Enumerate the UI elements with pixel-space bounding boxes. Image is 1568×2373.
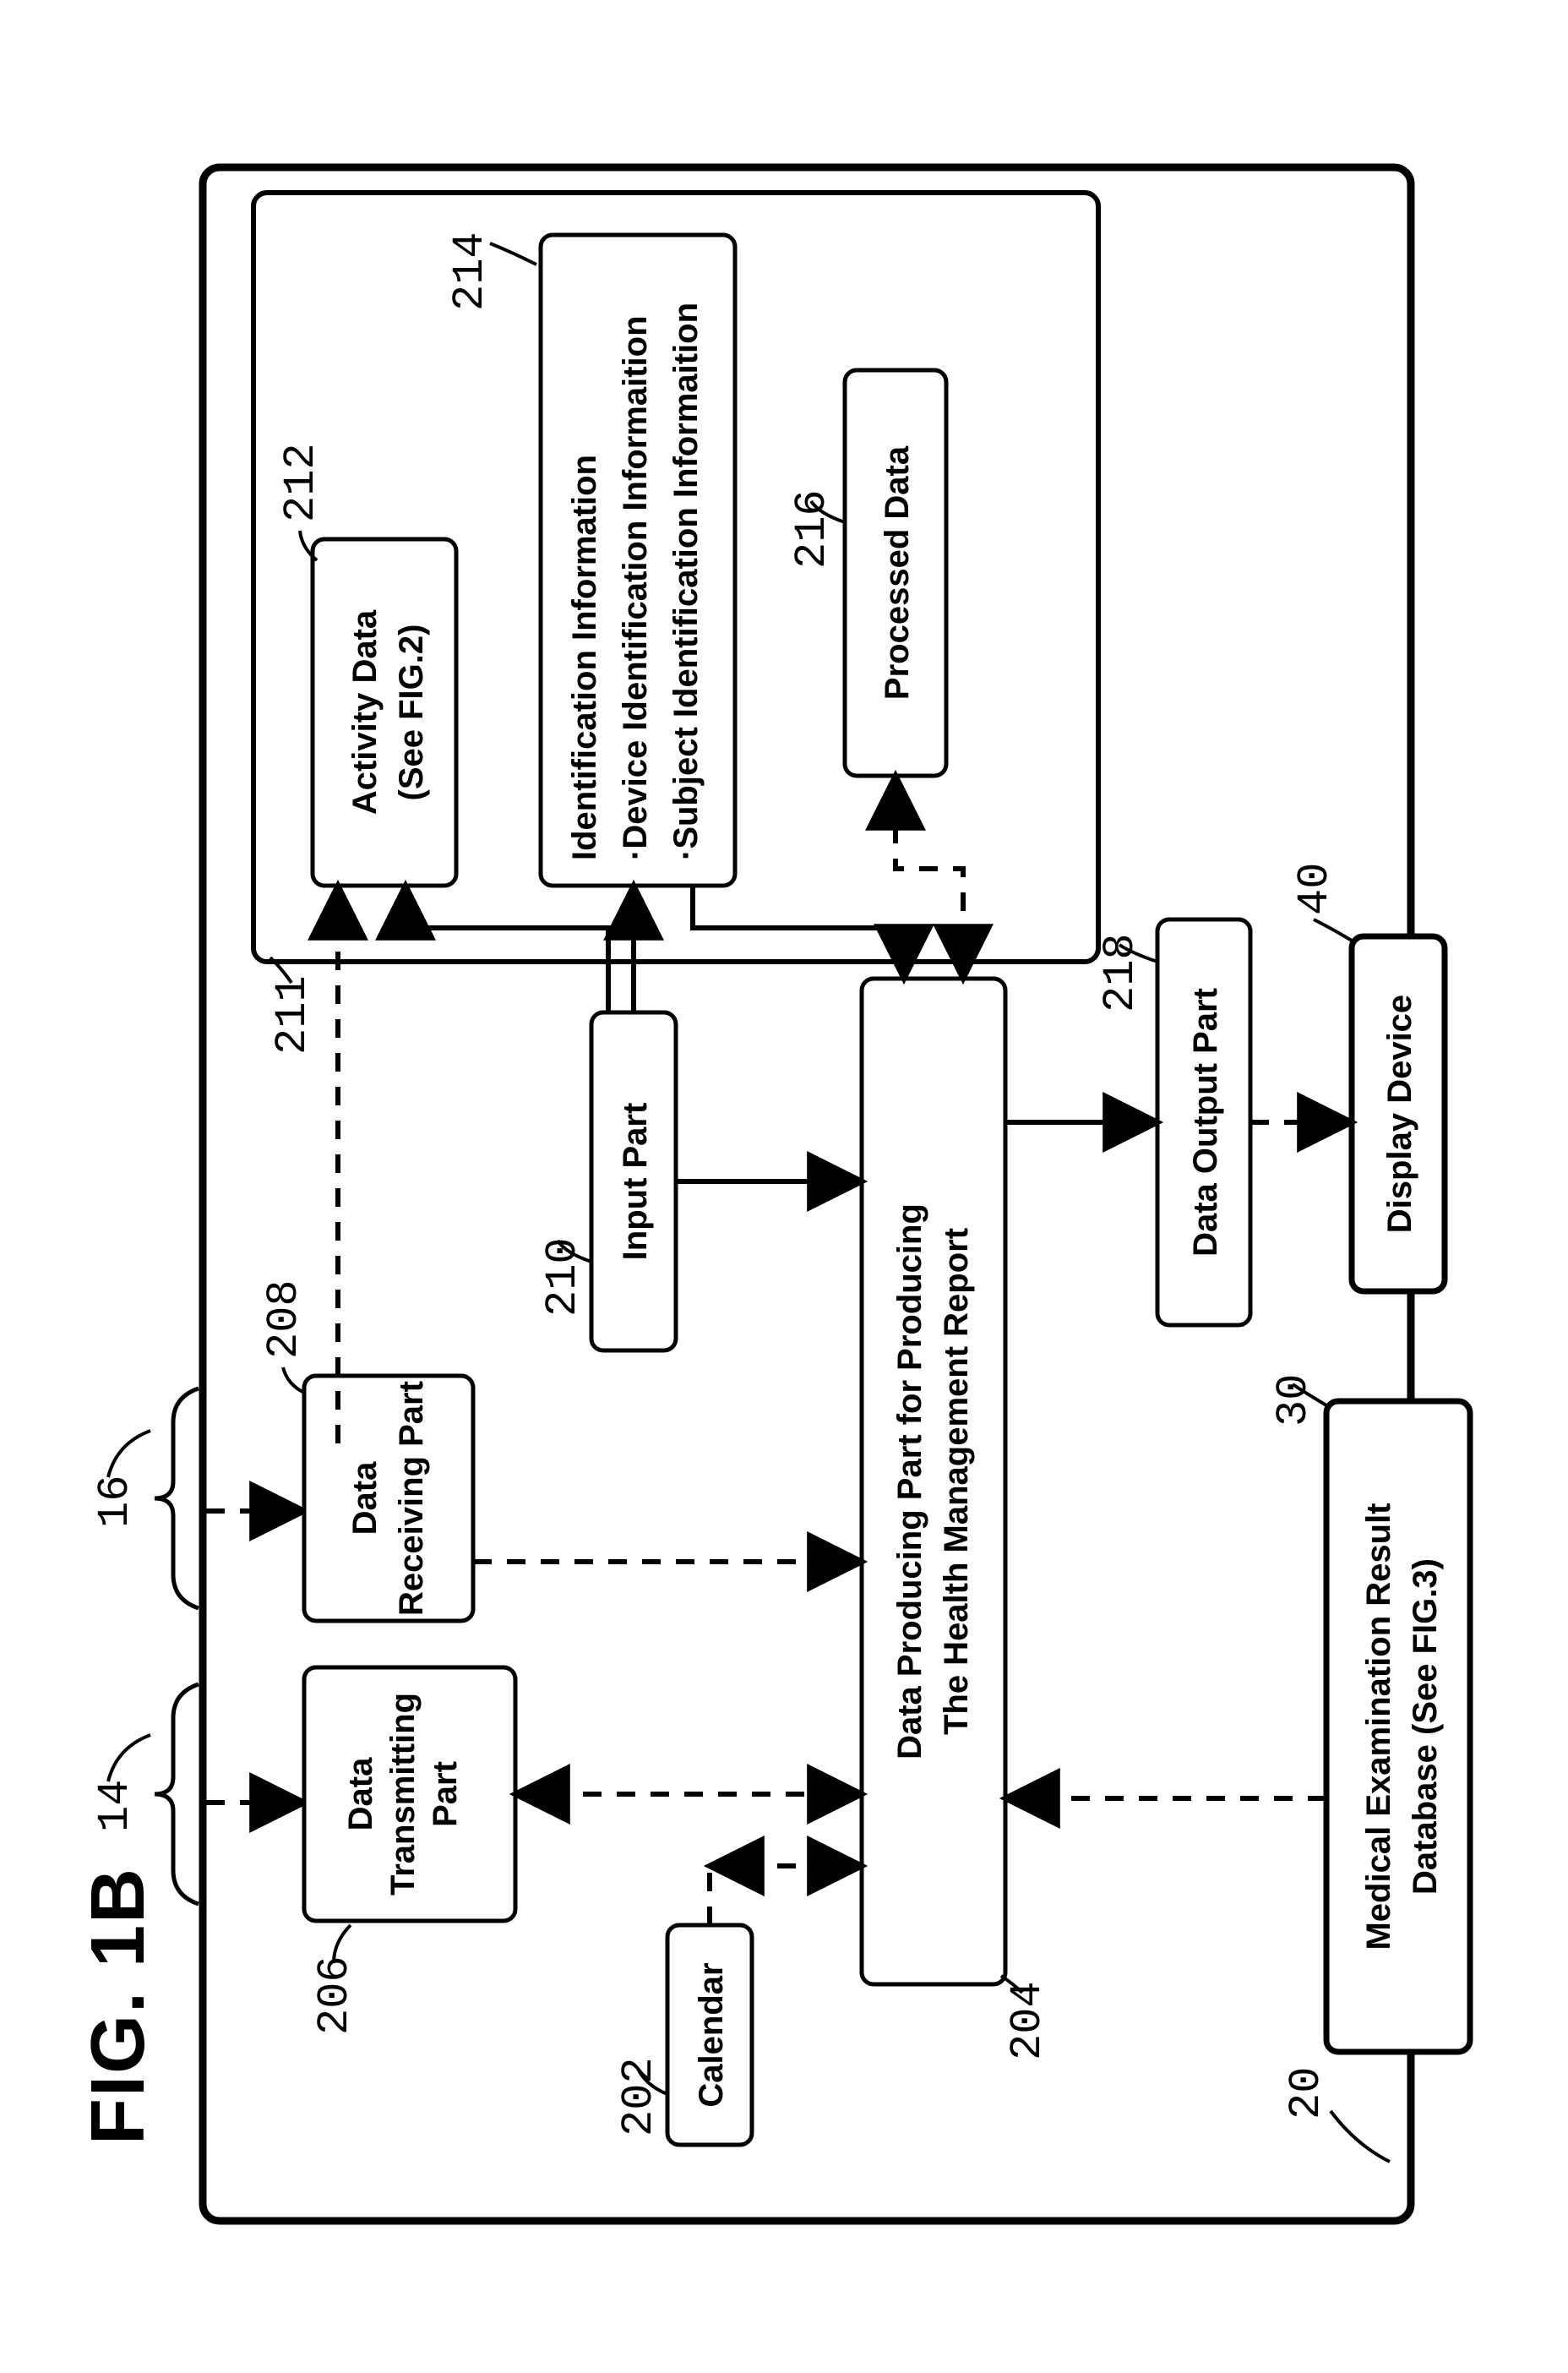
- fig-1b: FIG. 1B 14 16 Data Transmitting Part 206: [0, 0, 1568, 2373]
- edge-input-activity: [406, 886, 608, 1012]
- brace-14: [155, 1684, 199, 1904]
- lbl-producing-1: Data Producing Part for Producing: [891, 1203, 928, 1759]
- leader-40: [1314, 919, 1352, 941]
- ref-206: 206: [310, 1956, 360, 2035]
- lbl-processed: Processed Data: [879, 445, 916, 700]
- ref-208: 208: [259, 1279, 309, 1359]
- box-database: [1326, 1401, 1470, 2052]
- leader-208: [283, 1367, 304, 1393]
- lbl-database-2: Database (See FIG.3): [1407, 1558, 1444, 1895]
- lbl-transmitting-2: Transmitting: [384, 1693, 422, 1896]
- lbl-output: Data Output Part: [1187, 988, 1224, 1257]
- leader-16: [108, 1431, 150, 1477]
- ref-20: 20: [1282, 2067, 1331, 2119]
- ref-14: 14: [90, 1780, 140, 1832]
- lbl-transmitting-1: Data: [342, 1757, 379, 1830]
- leader-214: [490, 243, 536, 265]
- figure-title: FIG. 1B: [76, 1867, 161, 2145]
- lbl-transmitting-3: Part: [427, 1761, 464, 1827]
- ref-30: 30: [1269, 1374, 1319, 1427]
- ref-212: 212: [276, 443, 326, 522]
- edge-identification-producing: [693, 886, 904, 979]
- lbl-identification-1: Identification Information: [566, 455, 603, 860]
- lbl-activity-1: Activity Data: [346, 609, 384, 815]
- lbl-database-1: Medical Examination Result: [1360, 1503, 1397, 1950]
- ref-211: 211: [268, 975, 318, 1055]
- lbl-display: Display Device: [1381, 995, 1418, 1233]
- ref-16: 16: [90, 1476, 140, 1528]
- brace-16: [155, 1388, 199, 1608]
- leader-14: [108, 1735, 150, 1781]
- leader-20: [1331, 2111, 1390, 2162]
- lbl-input: Input Part: [617, 1103, 654, 1261]
- lbl-receiving-2: Receiving Part: [393, 1381, 430, 1616]
- box-receiving: [304, 1376, 473, 1621]
- lbl-receiving-1: Data: [346, 1461, 384, 1535]
- ref-40: 40: [1290, 863, 1340, 915]
- lbl-identification-2: ·Device Identification Informaition: [617, 315, 654, 860]
- ref-214: 214: [445, 232, 495, 311]
- box-activity: [313, 539, 456, 886]
- box-producing: [862, 979, 1005, 1984]
- lbl-calendar: Calendar: [693, 1962, 730, 2107]
- lbl-producing-2: The Health Management Report: [938, 1228, 975, 1735]
- lbl-activity-2: (See FIG.2): [393, 625, 430, 801]
- ref-204: 204: [1003, 1981, 1053, 2060]
- ref-210: 210: [538, 1237, 588, 1317]
- lbl-identification-3: ·Subject Identification Informaition: [667, 303, 705, 860]
